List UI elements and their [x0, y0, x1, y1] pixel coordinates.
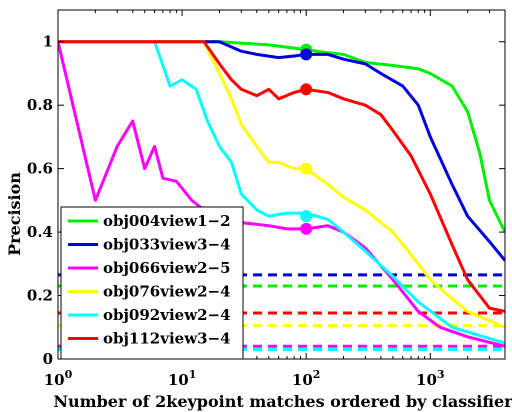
- x-ticks: 100 101 102 103: [44, 10, 506, 389]
- y-tick-label-0: 0: [43, 350, 53, 368]
- plot-frame: [57, 9, 506, 360]
- y-ticks: 0 0.2 0.4 0.6 0.8 1: [27, 33, 505, 368]
- legend-label-2: obj066view2−5: [103, 259, 231, 277]
- legend-label-0: obj004view1−2: [103, 212, 231, 230]
- x-tick-label-2: 102: [292, 368, 321, 389]
- legend-label-3: obj076view2−4: [103, 283, 231, 301]
- y-tick-label-5: 1: [43, 33, 53, 51]
- series-markers: [300, 43, 313, 235]
- y-tick-label-4: 0.8: [27, 96, 53, 114]
- series-line-3: [58, 40, 505, 329]
- legend-label-4: obj092view2−4: [103, 306, 231, 324]
- x-axis-label: Number of 2keypoint matches ordered by c…: [53, 392, 512, 411]
- series-marker-4: [300, 210, 313, 223]
- series-marker-5: [300, 83, 313, 96]
- series-line-1: [58, 40, 505, 262]
- x-tick-label-0: 100: [44, 368, 73, 389]
- legend-box: [60, 206, 244, 360]
- x-tick-label-3: 103: [416, 368, 445, 389]
- series-line-0: [58, 40, 505, 233]
- series-marker-2: [300, 222, 313, 235]
- legend: obj004view1−2 obj033view3−4 obj066view2−5 o…: [60, 206, 244, 360]
- y-tick-label-2: 0.4: [27, 223, 53, 241]
- y-tick-label-3: 0.6: [27, 160, 53, 178]
- series-line-4: [58, 40, 505, 345]
- y-axis-label: Precision: [5, 172, 24, 256]
- legend-label-1: obj033view3−4: [103, 236, 231, 254]
- y-tick-label-1: 0.2: [27, 287, 53, 305]
- series-line-5: [58, 40, 505, 313]
- series-marker-1: [300, 48, 313, 61]
- legend-label-5: obj112view3−4: [103, 330, 231, 348]
- x-tick-label-1: 101: [168, 368, 197, 389]
- series-marker-3: [300, 162, 313, 175]
